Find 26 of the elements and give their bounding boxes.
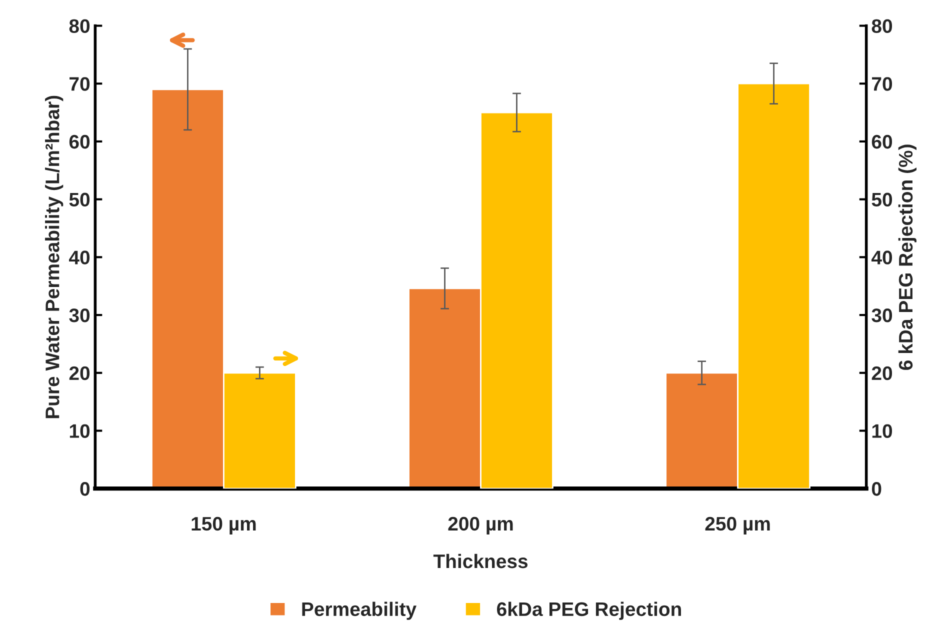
y2-tick-label: 50	[872, 192, 892, 207]
y2-tick-label: 60	[872, 134, 892, 149]
legend-label: 6kDa PEG Rejection	[497, 602, 681, 620]
legend-label: Permeability	[302, 602, 416, 620]
y2-tick-label: 30	[872, 308, 892, 322]
y-tick-label: 50	[69, 192, 90, 207]
y-axis-title: Pure Water Permeability (L/m²hbar)	[45, 96, 64, 418]
y-tick-label: 30	[69, 308, 90, 322]
y-tick-label: 10	[70, 424, 90, 438]
y-tick-label: 60	[69, 134, 90, 149]
y-tick-label: 0	[80, 482, 90, 496]
x-tick-label: 150 µm	[192, 516, 256, 534]
y-tick-label: 80	[69, 19, 90, 33]
x-axis-title: Thickness	[433, 554, 528, 568]
y-tick-label: 20	[69, 366, 90, 380]
y2-axis-title: 6 kDa PEG Rejection (%)	[898, 144, 916, 370]
y2-tick-label: 10	[872, 424, 892, 438]
y-tick-label: 70	[70, 77, 90, 91]
x-tick-label: 250 µm	[705, 516, 770, 534]
y2-tick-label: 20	[872, 366, 892, 380]
y2-tick-label: 0	[872, 482, 882, 496]
x-tick-label: 200 µm	[448, 516, 513, 534]
y-tick-label: 40	[69, 250, 90, 264]
y2-tick-label: 70	[872, 77, 892, 91]
y2-tick-label: 80	[872, 19, 892, 33]
y2-tick-label: 40	[871, 250, 892, 264]
